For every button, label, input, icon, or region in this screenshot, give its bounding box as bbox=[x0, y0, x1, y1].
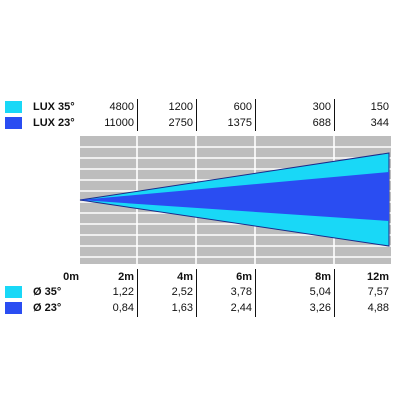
lux-23-swatch bbox=[5, 117, 22, 129]
table-divider bbox=[334, 99, 335, 131]
diameter-35-value: 2,52 bbox=[171, 286, 193, 298]
lux-35-swatch bbox=[5, 101, 22, 113]
table-divider bbox=[196, 269, 197, 317]
diameter-35-value: 7,57 bbox=[367, 286, 389, 298]
distance-label: 12m bbox=[366, 271, 389, 283]
distance-label: 8m bbox=[315, 271, 331, 283]
distance-label: 6m bbox=[236, 271, 252, 283]
diameter-35-label: Ø 35° bbox=[33, 286, 62, 298]
lux-35-value: 4800 bbox=[109, 101, 134, 113]
table-divider bbox=[137, 99, 138, 131]
table-divider bbox=[137, 269, 138, 317]
lux-23-label: LUX 23° bbox=[33, 117, 75, 129]
distance-start-label: 0m bbox=[63, 271, 79, 283]
diameter-35-value: 1,22 bbox=[112, 286, 134, 298]
lux-23-value: 688 bbox=[312, 117, 331, 129]
distance-label: 2m bbox=[118, 271, 134, 283]
lux-23-value: 11000 bbox=[104, 117, 134, 129]
lux-35-value: 300 bbox=[312, 101, 331, 113]
lux-23-value: 1375 bbox=[227, 117, 252, 129]
lux-35-value: 150 bbox=[370, 101, 389, 113]
diameter-23-label: Ø 23° bbox=[33, 302, 62, 314]
lux-35-label: LUX 35° bbox=[33, 101, 75, 113]
diameter-23-value: 0,84 bbox=[112, 302, 134, 314]
table-divider bbox=[334, 269, 335, 317]
lux-23-value: 2750 bbox=[168, 117, 193, 129]
diameter-35-swatch bbox=[5, 286, 22, 298]
diameter-35-value: 3,78 bbox=[230, 286, 252, 298]
lux-35-value: 600 bbox=[233, 101, 252, 113]
lux-23-value: 344 bbox=[370, 117, 389, 129]
lux-35-value: 1200 bbox=[168, 101, 193, 113]
diameter-23-value: 1,63 bbox=[171, 302, 193, 314]
table-divider bbox=[255, 269, 256, 317]
distance-label: 4m bbox=[177, 271, 193, 283]
diameter-23-value: 2,44 bbox=[230, 302, 252, 314]
diameter-23-value: 4,88 bbox=[367, 302, 389, 314]
diameter-23-value: 3,26 bbox=[309, 302, 331, 314]
table-divider bbox=[255, 99, 256, 131]
beam-23-cone bbox=[80, 172, 389, 221]
diameter-23-swatch bbox=[5, 302, 22, 314]
table-divider bbox=[196, 99, 197, 131]
diameter-35-value: 5,04 bbox=[309, 286, 331, 298]
